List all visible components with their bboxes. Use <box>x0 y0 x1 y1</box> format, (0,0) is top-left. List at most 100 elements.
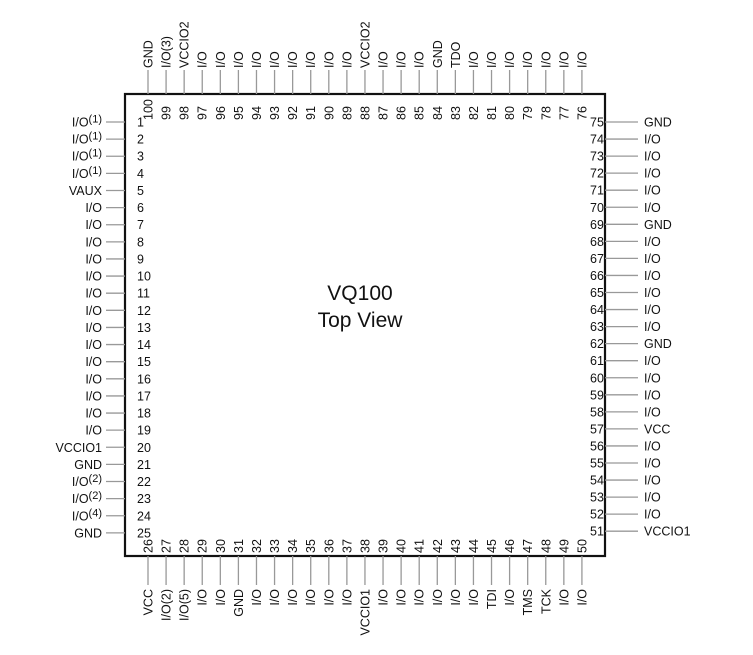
pin-number: 34 <box>286 539 300 553</box>
pin-name: I/O <box>644 439 661 453</box>
pin-name: I/O <box>286 589 300 606</box>
pin-name: I/O <box>644 388 661 402</box>
pin-number: 96 <box>214 106 228 120</box>
pin-number: 1 <box>137 116 144 130</box>
pin-number: 31 <box>232 539 246 553</box>
pin-number: 86 <box>395 106 409 120</box>
pin-number: 58 <box>590 405 604 419</box>
pin-number: 63 <box>590 320 604 334</box>
pin-name: I/O(4) <box>72 507 102 523</box>
pin-name: VCCIO1 <box>644 525 691 539</box>
pin-name: I/O <box>268 589 282 606</box>
pin-name: GND <box>431 40 445 68</box>
pin-number: 52 <box>590 508 604 522</box>
pin-number: 67 <box>590 252 604 266</box>
pin-number: 14 <box>137 338 151 352</box>
pin-name: I/O <box>644 150 661 164</box>
pin-number: 7 <box>137 218 144 232</box>
pin-number: 33 <box>268 539 282 553</box>
pin-number: 30 <box>214 539 228 553</box>
pin-number: 92 <box>286 106 300 120</box>
pin-name: TCK <box>539 588 553 614</box>
pin-name: I/O(2) <box>160 589 174 621</box>
pin-name: I/O <box>395 589 409 606</box>
pin-number: 78 <box>539 106 553 120</box>
pin-number: 9 <box>137 252 144 266</box>
pin-number: 27 <box>160 539 174 553</box>
pin-number: 13 <box>137 321 151 335</box>
pin-name: I/O <box>644 269 661 283</box>
pin-name: I/O <box>644 235 661 249</box>
pin-name: VAUX <box>69 184 103 198</box>
pin-name: I/O <box>644 167 661 181</box>
pin-number: 37 <box>340 539 354 553</box>
pin-number: 56 <box>590 439 604 453</box>
pin-name: VCCIO2 <box>178 21 192 68</box>
pin-number: 40 <box>395 539 409 553</box>
pin-name: VCCIO1 <box>358 589 372 636</box>
pin-number: 55 <box>590 457 604 471</box>
pin-name: I/O <box>644 252 661 266</box>
pin-number: 74 <box>590 133 604 147</box>
pin-name: I/O <box>85 321 102 335</box>
pin-number: 59 <box>590 388 604 402</box>
pin-name: I/O(3) <box>160 36 174 68</box>
pin-name: I/O(5) <box>178 589 192 621</box>
pin-number: 5 <box>137 184 144 198</box>
pin-name: I/O(2) <box>72 490 102 506</box>
pin-name: I/O <box>322 51 336 68</box>
pin-number: 24 <box>137 509 151 523</box>
pin-name: TMS <box>521 589 535 615</box>
pin-name: VCC <box>142 589 156 615</box>
pin-name: I/O(2) <box>72 473 102 489</box>
pin-number: 61 <box>590 354 604 368</box>
pin-number: 90 <box>322 106 336 120</box>
pin-number: 84 <box>431 106 445 120</box>
pin-name: VCCIO2 <box>358 21 372 68</box>
pin-number: 11 <box>137 287 150 301</box>
pin-name: I/O <box>467 51 481 68</box>
pin-name: I/O <box>250 51 264 68</box>
pin-number: 51 <box>590 525 604 539</box>
pin-name: I/O <box>85 304 102 318</box>
pin-name: I/O <box>485 51 499 68</box>
pin-name: I/O <box>644 371 661 385</box>
pin-number: 75 <box>590 116 604 130</box>
pin-number: 95 <box>232 106 246 120</box>
pin-number: 32 <box>250 539 264 553</box>
pin-number: 64 <box>590 303 604 317</box>
pin-number: 94 <box>250 106 264 120</box>
pin-name: I/O <box>232 51 246 68</box>
pin-number: 54 <box>590 474 604 488</box>
pin-number: 45 <box>485 539 499 553</box>
pin-number: 15 <box>137 355 151 369</box>
pin-name: I/O <box>214 589 228 606</box>
pin-number: 57 <box>590 422 604 436</box>
pin-number: 89 <box>340 106 354 120</box>
pin-name: I/O <box>85 270 102 284</box>
pin-number: 71 <box>590 184 604 198</box>
pin-number: 41 <box>413 539 427 553</box>
pin-name: I/O <box>539 51 553 68</box>
pin-name: I/O <box>377 589 391 606</box>
pin-name: I/O <box>85 235 102 249</box>
pin-number: 65 <box>590 286 604 300</box>
pins: 1 I/O(1) 2 I/O(1) 3 I/O(1) 4 I/O(1) 5 VAUX 6 I/O 7 I/… <box>55 21 690 635</box>
pin-name: I/O <box>85 407 102 421</box>
pin-number: 80 <box>503 106 517 120</box>
pin-number: 76 <box>575 106 589 120</box>
pin-number: 99 <box>160 106 174 120</box>
pin-name: I/O <box>85 252 102 266</box>
pin-name: GND <box>74 526 102 540</box>
pin-name: GND <box>644 218 672 232</box>
pin-name: I/O <box>85 355 102 369</box>
pin-name: TDO <box>449 41 463 68</box>
pin-name: I/O <box>644 354 661 368</box>
pin-number: 81 <box>485 106 499 120</box>
pin-number: 36 <box>322 539 336 553</box>
pin-name: I/O <box>557 51 571 68</box>
pin-number: 93 <box>268 106 282 120</box>
pin-number: 10 <box>137 270 151 284</box>
pin-name: I/O <box>644 457 661 471</box>
